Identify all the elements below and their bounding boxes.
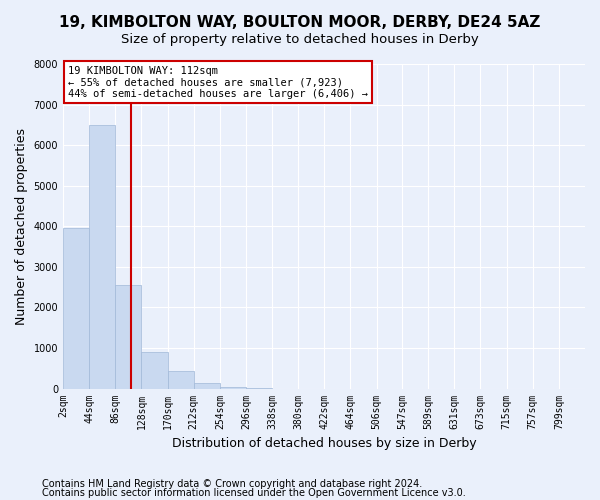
Text: Size of property relative to detached houses in Derby: Size of property relative to detached ho… bbox=[121, 32, 479, 46]
Text: Contains HM Land Registry data © Crown copyright and database right 2024.: Contains HM Land Registry data © Crown c… bbox=[42, 479, 422, 489]
Y-axis label: Number of detached properties: Number of detached properties bbox=[15, 128, 28, 325]
Text: 19, KIMBOLTON WAY, BOULTON MOOR, DERBY, DE24 5AZ: 19, KIMBOLTON WAY, BOULTON MOOR, DERBY, … bbox=[59, 15, 541, 30]
Bar bbox=[167, 371, 194, 388]
Bar bbox=[89, 125, 115, 388]
Text: Contains public sector information licensed under the Open Government Licence v3: Contains public sector information licen… bbox=[42, 488, 466, 498]
Bar bbox=[220, 387, 246, 388]
Text: 19 KIMBOLTON WAY: 112sqm
← 55% of detached houses are smaller (7,923)
44% of sem: 19 KIMBOLTON WAY: 112sqm ← 55% of detach… bbox=[68, 66, 368, 99]
Bar bbox=[63, 228, 89, 388]
X-axis label: Distribution of detached houses by size in Derby: Distribution of detached houses by size … bbox=[172, 437, 476, 450]
Bar bbox=[142, 352, 167, 389]
Bar bbox=[194, 384, 220, 388]
Bar bbox=[115, 285, 142, 389]
